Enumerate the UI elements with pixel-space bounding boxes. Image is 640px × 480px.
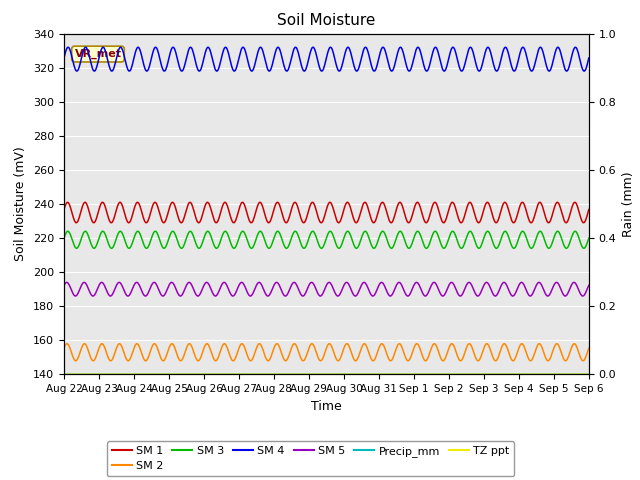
Legend: SM 1, SM 2, SM 3, SM 4, SM 5, Precip_mm, TZ ppt: SM 1, SM 2, SM 3, SM 4, SM 5, Precip_mm,…: [108, 441, 514, 476]
X-axis label: Time: Time: [311, 400, 342, 413]
Text: VR_met: VR_met: [74, 49, 122, 59]
Y-axis label: Soil Moisture (mV): Soil Moisture (mV): [15, 146, 28, 262]
Title: Soil Moisture: Soil Moisture: [277, 13, 376, 28]
Y-axis label: Rain (mm): Rain (mm): [622, 171, 635, 237]
